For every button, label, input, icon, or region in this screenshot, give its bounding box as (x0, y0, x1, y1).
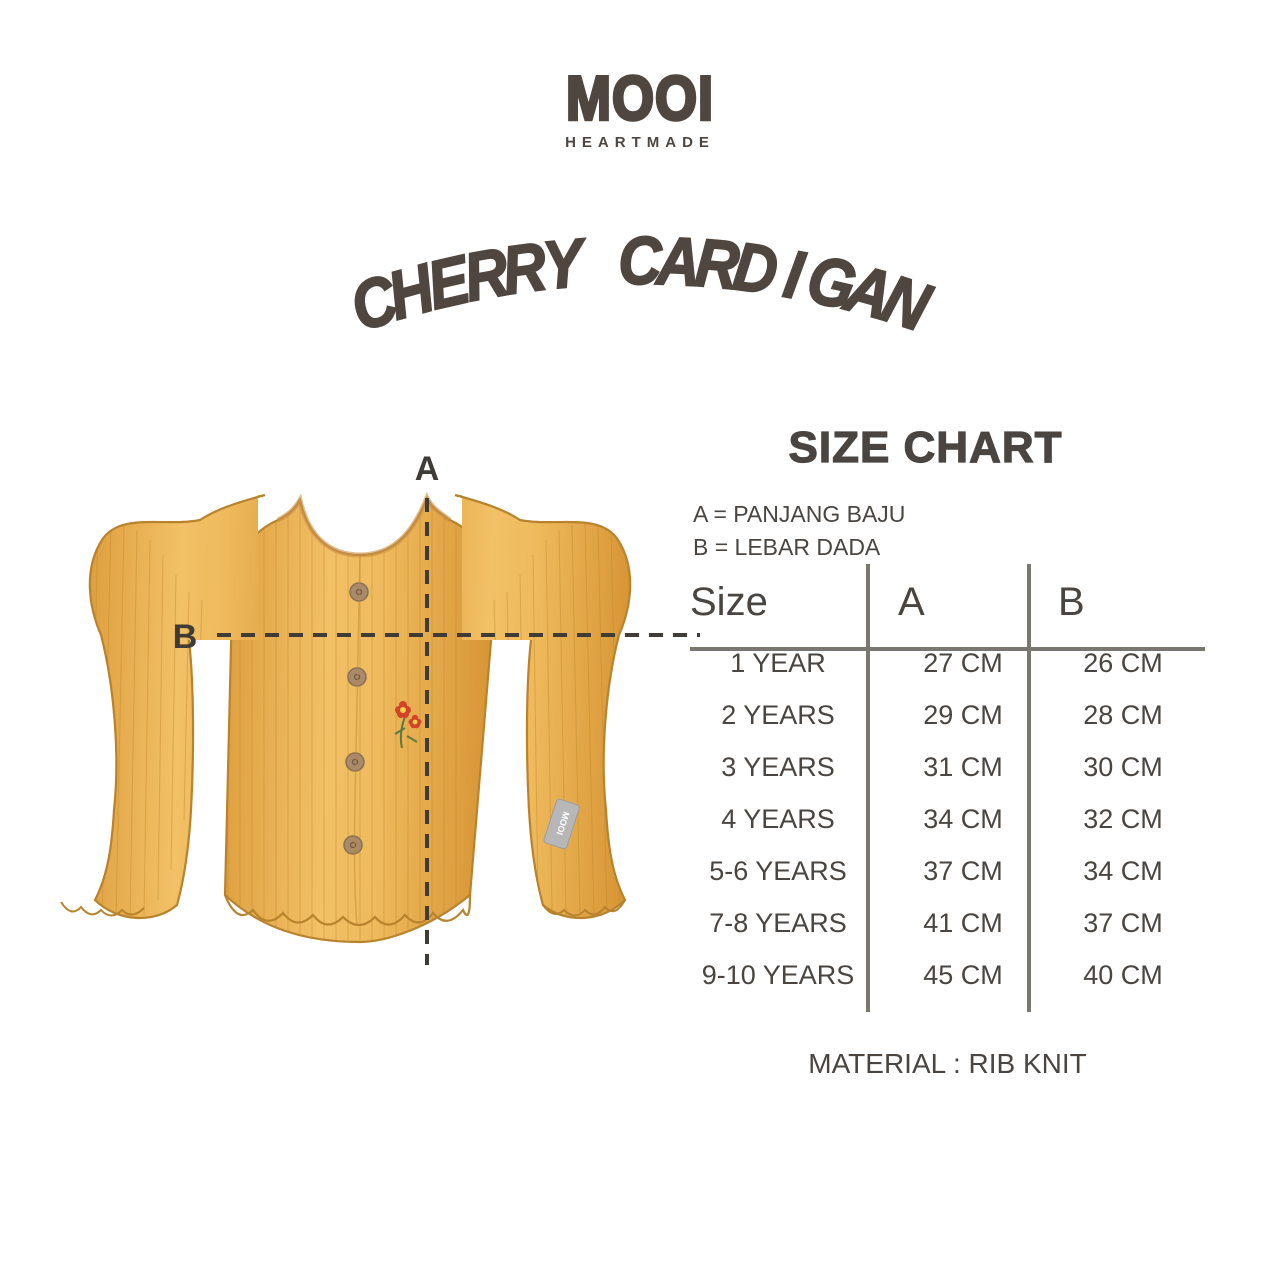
svg-text:B: B (173, 618, 198, 656)
svg-text:A: A (415, 450, 440, 488)
